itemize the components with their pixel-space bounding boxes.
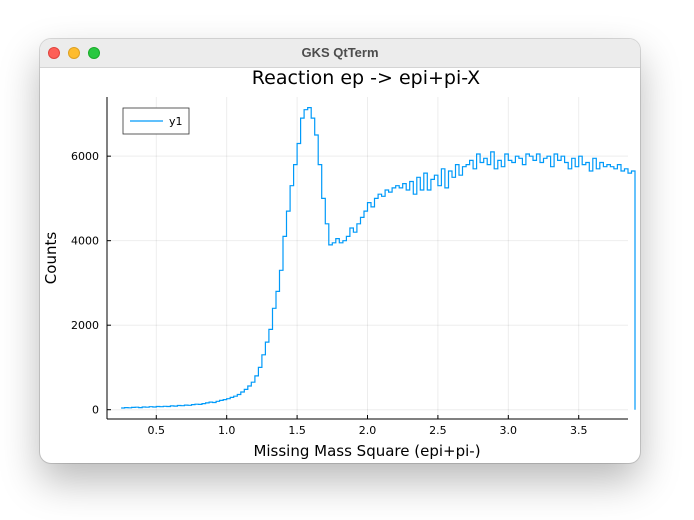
grid-lines	[107, 97, 628, 419]
x-tick-label: 0.5	[148, 424, 166, 437]
y-tick-label: 0	[92, 404, 99, 417]
close-window-button[interactable]	[48, 47, 60, 59]
window-title: GKS QtTerm	[301, 45, 379, 60]
x-tick-label: 1.0	[218, 424, 236, 437]
minimize-window-button[interactable]	[68, 47, 80, 59]
legend-label-y1: y1	[169, 115, 183, 128]
x-tick-label: 3.0	[500, 424, 518, 437]
title-bar[interactable]: GKS QtTerm	[40, 39, 640, 68]
x-tick-label: 3.5	[570, 424, 588, 437]
y-tick-label: 2000	[71, 319, 99, 332]
series-y1-step-line	[121, 107, 636, 410]
y-axis-label: Counts	[42, 232, 60, 285]
x-tick-label: 2.0	[359, 424, 377, 437]
ticks: 0.5 1.0 1.5 2.0 2.5 3.0 3.5 0 2000 4000 6000	[71, 150, 587, 437]
y-tick-label: 6000	[71, 150, 99, 163]
chart-title: Reaction ep -> epi+pi-X	[252, 67, 480, 89]
legend-box	[122, 107, 190, 135]
y-tick-label: 4000	[71, 235, 99, 248]
maximize-window-button[interactable]	[88, 47, 100, 59]
legend: y1	[122, 107, 190, 135]
x-tick-label: 1.5	[288, 424, 306, 437]
x-tick-label: 2.5	[429, 424, 447, 437]
x-axis-label: Missing Mass Square (epi+pi-)	[253, 442, 480, 460]
